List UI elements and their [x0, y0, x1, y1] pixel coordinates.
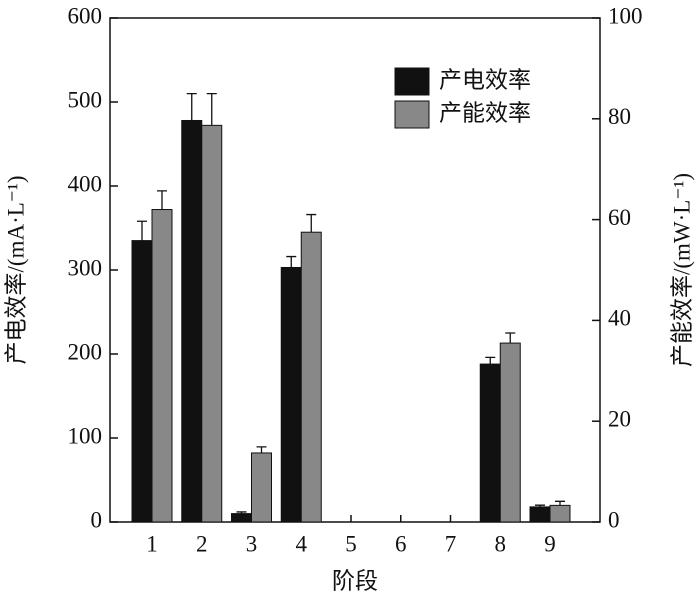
y-tick-label: 100: [68, 423, 103, 448]
error-bar: [236, 511, 247, 514]
error-bar: [535, 504, 545, 507]
y2-tick-label: 80: [608, 104, 631, 129]
y-tick-label: 400: [68, 171, 103, 196]
x-tick-label: 3: [246, 531, 258, 556]
error-bar: [555, 500, 565, 506]
bar: [529, 506, 551, 523]
bar: [280, 266, 302, 523]
error-bar: [286, 255, 297, 268]
legend-swatch: [394, 67, 430, 96]
x-tick-label: 5: [345, 531, 357, 556]
error-bar: [157, 190, 167, 210]
x-tick-label: 6: [395, 531, 407, 556]
bar: [300, 231, 322, 523]
y2-tick-label: 100: [608, 3, 643, 28]
error-bar: [306, 213, 317, 233]
y-tick-label: 500: [68, 87, 103, 112]
x-axis-label: 阶段: [332, 568, 378, 593]
bar: [181, 119, 203, 523]
x-tick-label: 9: [544, 531, 556, 556]
y2-tick-label: 0: [608, 507, 620, 532]
y-tick-label: 0: [91, 507, 103, 532]
bar: [201, 124, 223, 523]
legend-swatch: [394, 100, 430, 129]
legend-label: 产能效率: [439, 100, 531, 125]
x-tick-label: 1: [146, 531, 158, 556]
error-bar: [206, 92, 217, 126]
error-bar: [505, 332, 516, 344]
error-bar: [485, 356, 496, 365]
bar: [479, 363, 501, 523]
error-bar: [256, 446, 267, 453]
legend-label: 产电效率: [439, 67, 531, 92]
bar: [231, 513, 252, 523]
y-axis-label: 产电效率/(mA·L⁻¹): [3, 176, 28, 365]
y2-tick-label: 60: [608, 205, 631, 230]
x-tick-label: 7: [445, 531, 457, 556]
bar: [251, 452, 272, 523]
y2-tick-label: 20: [608, 406, 631, 431]
bar: [549, 504, 571, 523]
x-tick-label: 2: [196, 531, 208, 556]
y2-tick-label: 40: [608, 306, 631, 331]
x-tick-label: 8: [495, 531, 507, 556]
bar: [131, 240, 153, 523]
x-tick-label: 4: [296, 531, 308, 556]
error-bar: [186, 92, 197, 121]
error-bar: [137, 220, 147, 241]
y-tick-label: 300: [68, 255, 103, 280]
bar: [499, 342, 521, 523]
bar: [151, 209, 173, 523]
y-tick-label: 600: [68, 3, 103, 28]
y2-axis-label: 产能效率/(mW·L⁻¹): [669, 173, 694, 367]
y-tick-label: 200: [68, 339, 103, 364]
